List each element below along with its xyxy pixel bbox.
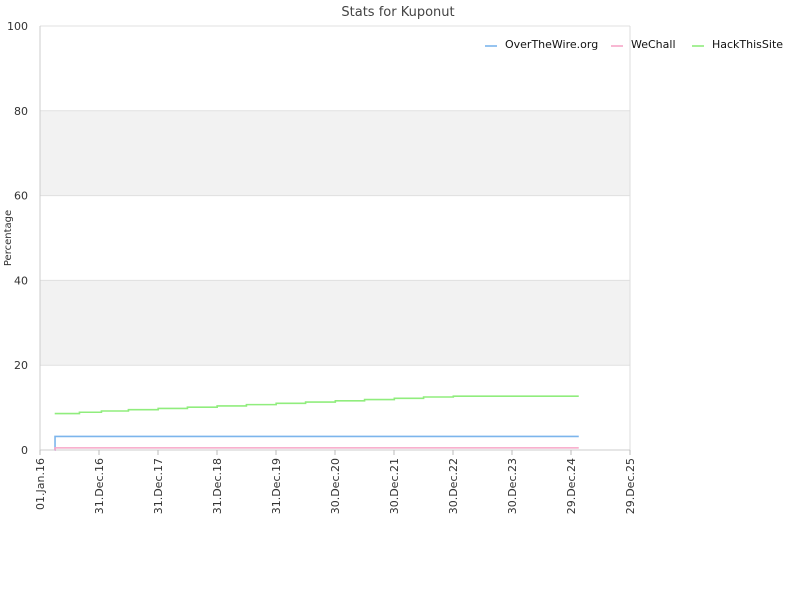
y-axis-ticks: 0 20 40 60 80 100 <box>7 20 28 457</box>
y-axis-label: Percentage <box>3 210 14 266</box>
x-tick-label: 30.Dec.20 <box>329 458 342 514</box>
plot-frame <box>39 26 631 451</box>
grid-lines <box>40 25 630 451</box>
legend-label: HackThisSite <box>712 38 783 51</box>
x-axis-ticks: 01.Jan.16 31.Dec.16 31.Dec.17 31.Dec.18 31.D… <box>34 450 637 514</box>
y-tick-label: 40 <box>14 274 28 287</box>
chart-title: Stats for Kuponut <box>341 5 454 20</box>
plot-band <box>40 280 630 366</box>
x-tick-label: 29.Dec.24 <box>565 458 578 514</box>
legend-label: OverTheWire.org <box>505 38 598 51</box>
y-tick-label: 80 <box>14 105 28 118</box>
legend-label: WeChall <box>631 38 676 51</box>
legend: OverTheWire.org WeChall HackThisSite <box>485 38 783 51</box>
series-layer <box>54 395 579 451</box>
y-tick-label: 100 <box>7 20 28 33</box>
series-line-wechall <box>54 447 579 451</box>
plot-band <box>40 110 630 196</box>
y-tick-label: 20 <box>14 359 28 372</box>
x-tick-label: 30.Dec.23 <box>506 458 519 514</box>
y-tick-label: 0 <box>21 444 28 457</box>
x-tick-label: 30.Dec.21 <box>388 458 401 514</box>
x-tick-label: 31.Dec.16 <box>93 458 106 514</box>
plot-bands <box>40 110 630 366</box>
series-line-hackthissite <box>54 395 579 415</box>
x-tick-label: 01.Jan.16 <box>34 458 47 510</box>
y-tick-label: 60 <box>14 190 28 203</box>
x-tick-label: 29.Dec.25 <box>624 458 637 514</box>
x-tick-label: 30.Dec.22 <box>447 458 460 514</box>
x-tick-label: 31.Dec.19 <box>270 458 283 514</box>
x-tick-label: 31.Dec.17 <box>152 458 165 514</box>
x-tick-label: 31.Dec.18 <box>211 458 224 514</box>
